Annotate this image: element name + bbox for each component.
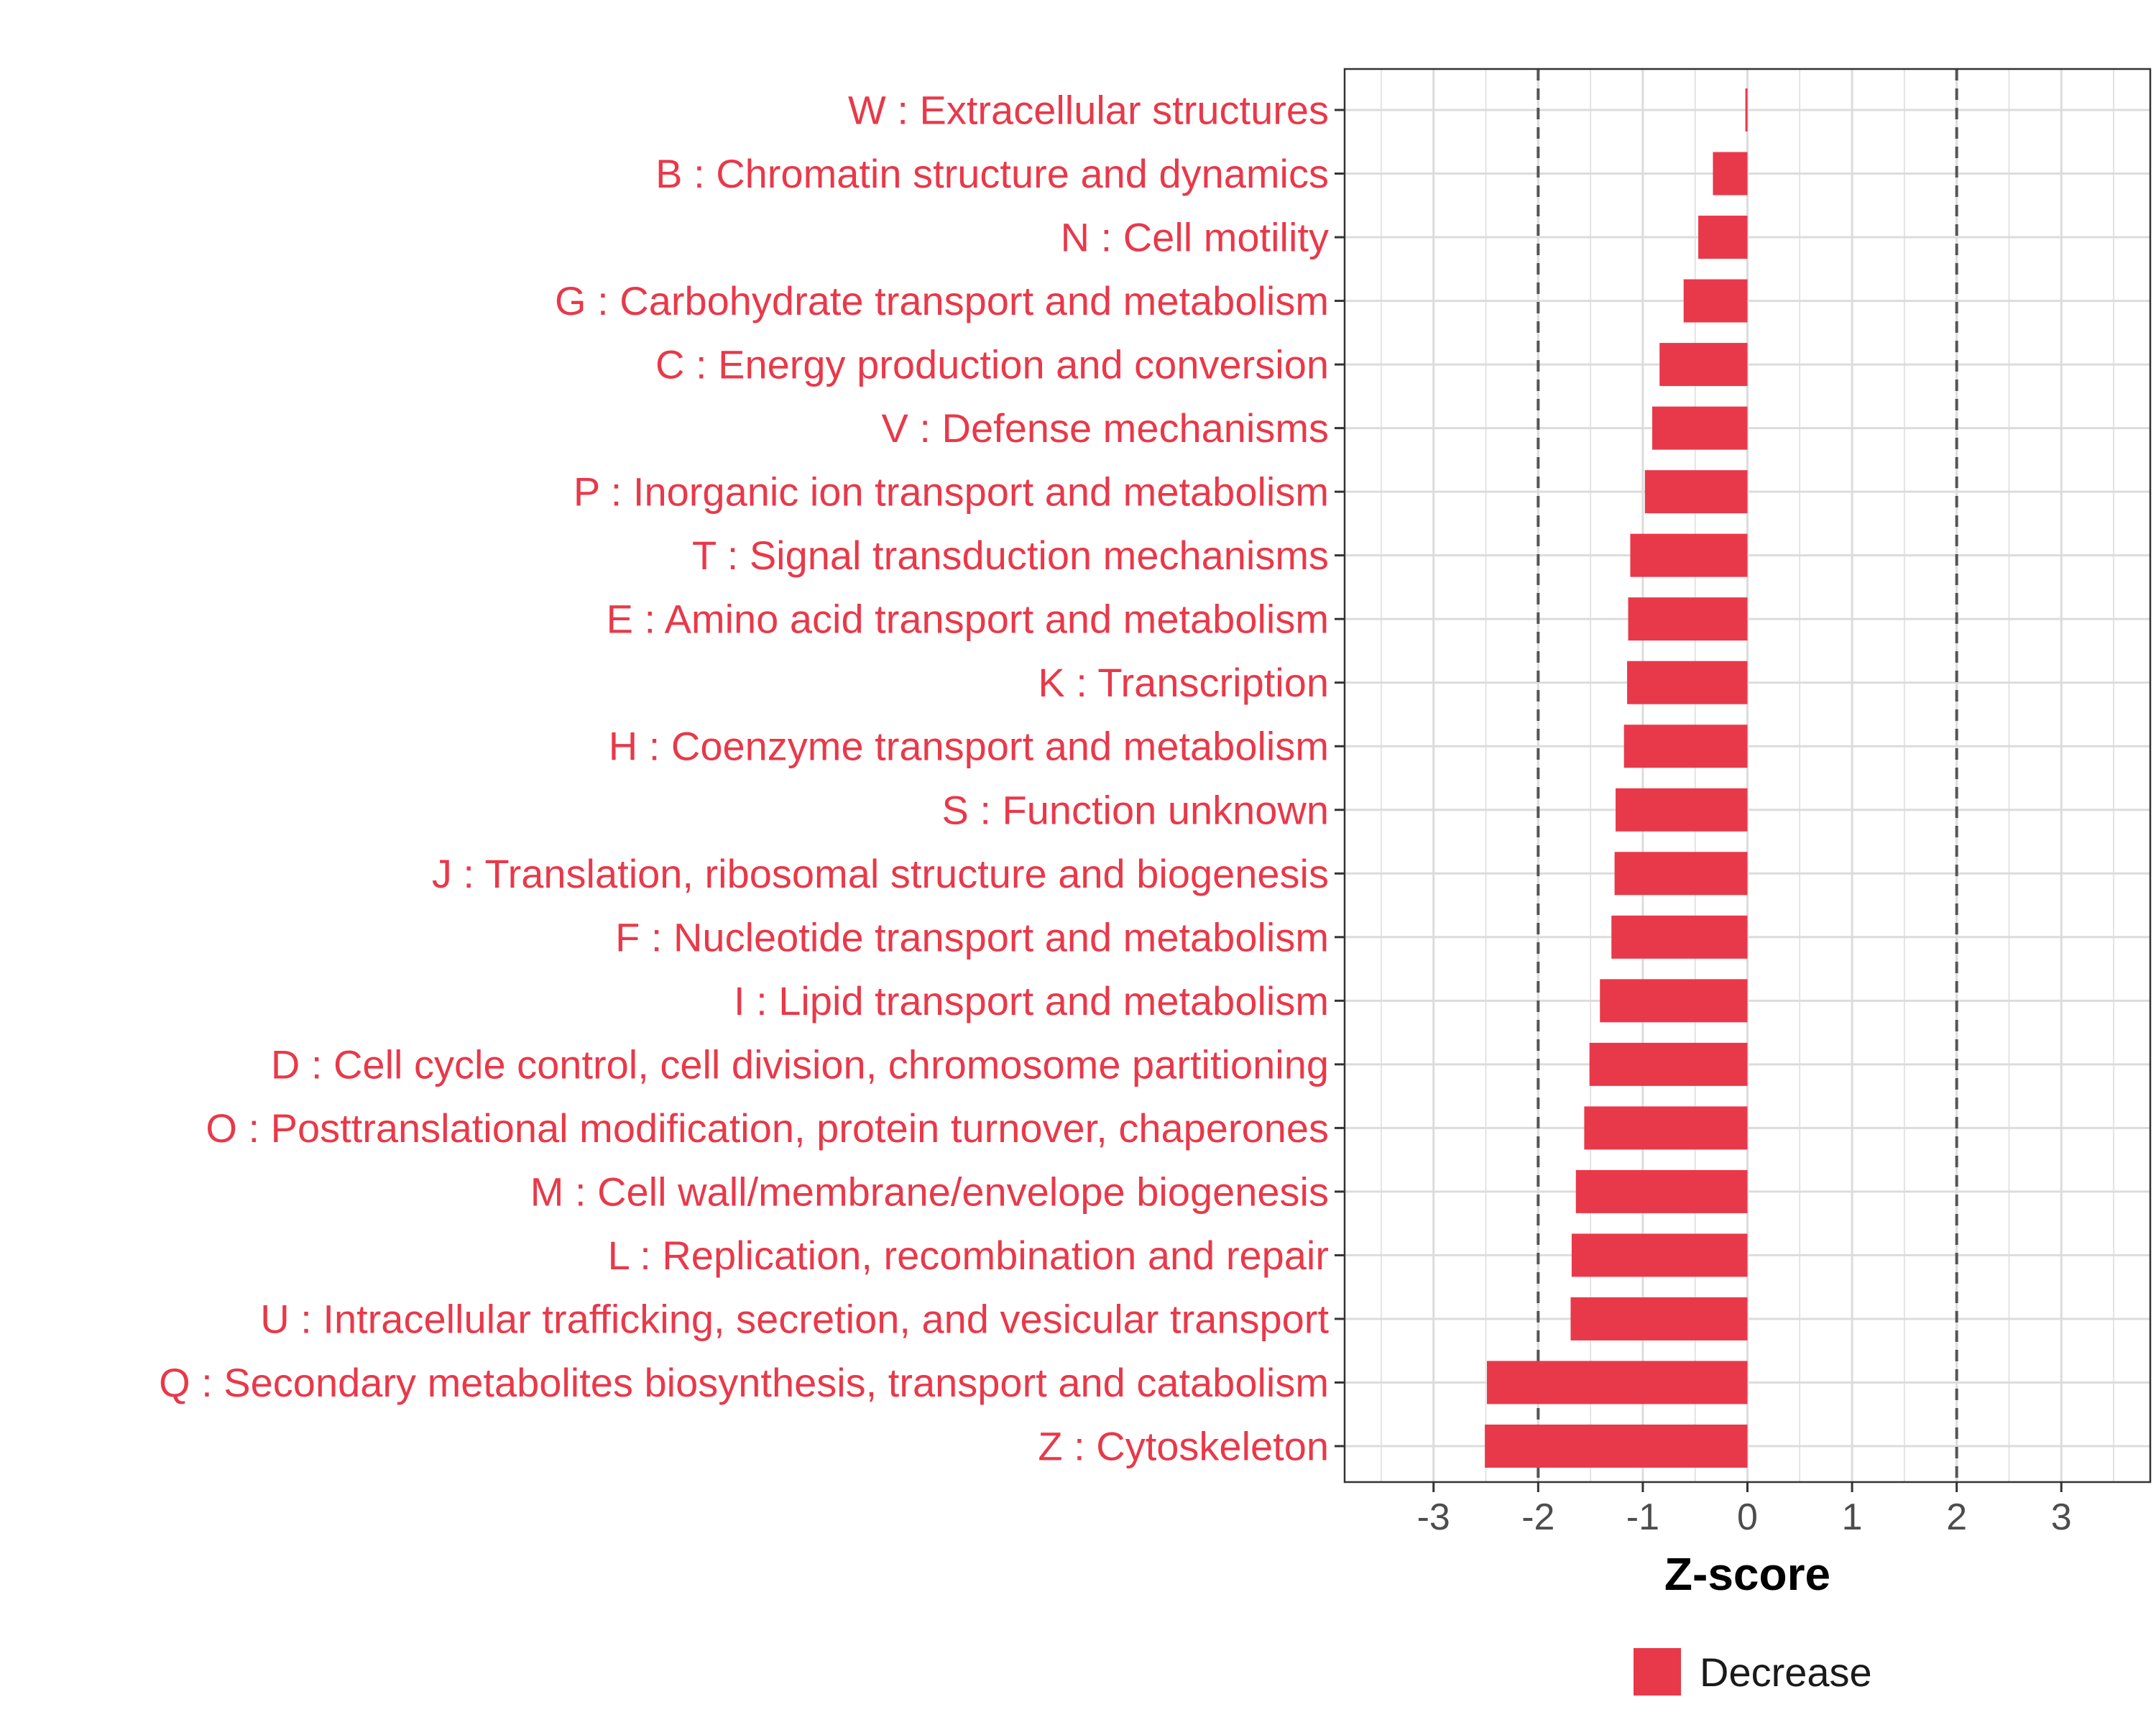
category-label: T : Signal transduction mechanisms <box>692 533 1329 578</box>
bar <box>1600 979 1748 1023</box>
category-label: Z : Cytoskeleton <box>1038 1424 1329 1469</box>
bar <box>1630 533 1748 577</box>
x-tick-label: 1 <box>1842 1496 1863 1538</box>
bar <box>1611 915 1748 959</box>
category-label: H : Coenzyme transport and metabolism <box>609 724 1329 769</box>
category-label: G : Carbohydrate transport and metabolis… <box>555 278 1329 323</box>
bar <box>1627 661 1748 704</box>
category-label: E : Amino acid transport and metabolism <box>607 597 1329 642</box>
category-label: D : Cell cycle control, cell division, c… <box>271 1041 1329 1087</box>
category-label: Q : Secondary metabolites biosynthesis, … <box>159 1360 1329 1405</box>
legend-label-decrease: Decrease <box>1700 1650 1872 1695</box>
bar <box>1614 852 1748 896</box>
category-label: V : Defense mechanisms <box>882 405 1329 451</box>
category-labels: W : Extracellular structures B : Chromati… <box>159 88 1329 1469</box>
category-label: S : Function unknown <box>941 787 1329 832</box>
x-tick-label: 0 <box>1737 1496 1758 1538</box>
category-label: O : Posttranslational modification, prot… <box>206 1105 1329 1151</box>
bar <box>1628 597 1748 641</box>
category-label: W : Extracellular structures <box>848 88 1329 133</box>
bar <box>1644 470 1748 514</box>
category-label: J : Translation, ribosomal structure and… <box>432 851 1329 896</box>
bars <box>1485 88 1748 1468</box>
legend-key-decrease <box>1634 1648 1681 1696</box>
x-tick-label: -3 <box>1417 1496 1450 1538</box>
category-label: L : Replication, recombination and repai… <box>608 1233 1329 1278</box>
bar <box>1486 1361 1748 1404</box>
x-axis-title: Z-score <box>1664 1548 1830 1600</box>
bar <box>1713 152 1748 196</box>
x-axis-ticks <box>1432 1482 2063 1492</box>
bar <box>1652 406 1748 450</box>
bar <box>1616 788 1748 832</box>
bar <box>1623 724 1748 768</box>
bar <box>1698 216 1748 259</box>
category-label: U : Intracellular trafficking, secretion… <box>260 1296 1329 1341</box>
x-tick-labels: -3 -2 -1 0 1 2 3 <box>1417 1496 2072 1538</box>
bar <box>1570 1297 1748 1340</box>
bar <box>1485 1425 1748 1468</box>
x-tick-label: -1 <box>1626 1496 1659 1538</box>
bar <box>1584 1106 1748 1150</box>
category-label: K : Transcription <box>1038 660 1329 705</box>
bar <box>1745 88 1748 132</box>
bar <box>1575 1169 1748 1213</box>
x-tick-label: -2 <box>1521 1496 1554 1538</box>
category-label: C : Energy production and conversion <box>655 342 1329 387</box>
y-axis-ticks <box>1335 109 1345 1448</box>
bar <box>1659 343 1748 387</box>
category-label: P : Inorganic ion transport and metaboli… <box>573 469 1329 515</box>
category-label: F : Nucleotide transport and metabolism <box>615 914 1329 960</box>
category-label: I : Lipid transport and metabolism <box>734 978 1329 1024</box>
x-tick-label: 2 <box>1946 1496 1967 1538</box>
bar <box>1571 1233 1748 1277</box>
bar <box>1683 279 1748 323</box>
category-label: B : Chromatin structure and dynamics <box>655 151 1329 196</box>
category-label: N : Cell motility <box>1061 215 1329 260</box>
x-tick-label: 3 <box>2051 1496 2072 1538</box>
reference-lines <box>1537 69 1958 1482</box>
category-label: M : Cell wall/membrane/envelope biogenes… <box>530 1169 1329 1214</box>
legend: Decrease <box>1634 1648 1872 1696</box>
bar <box>1589 1042 1748 1086</box>
